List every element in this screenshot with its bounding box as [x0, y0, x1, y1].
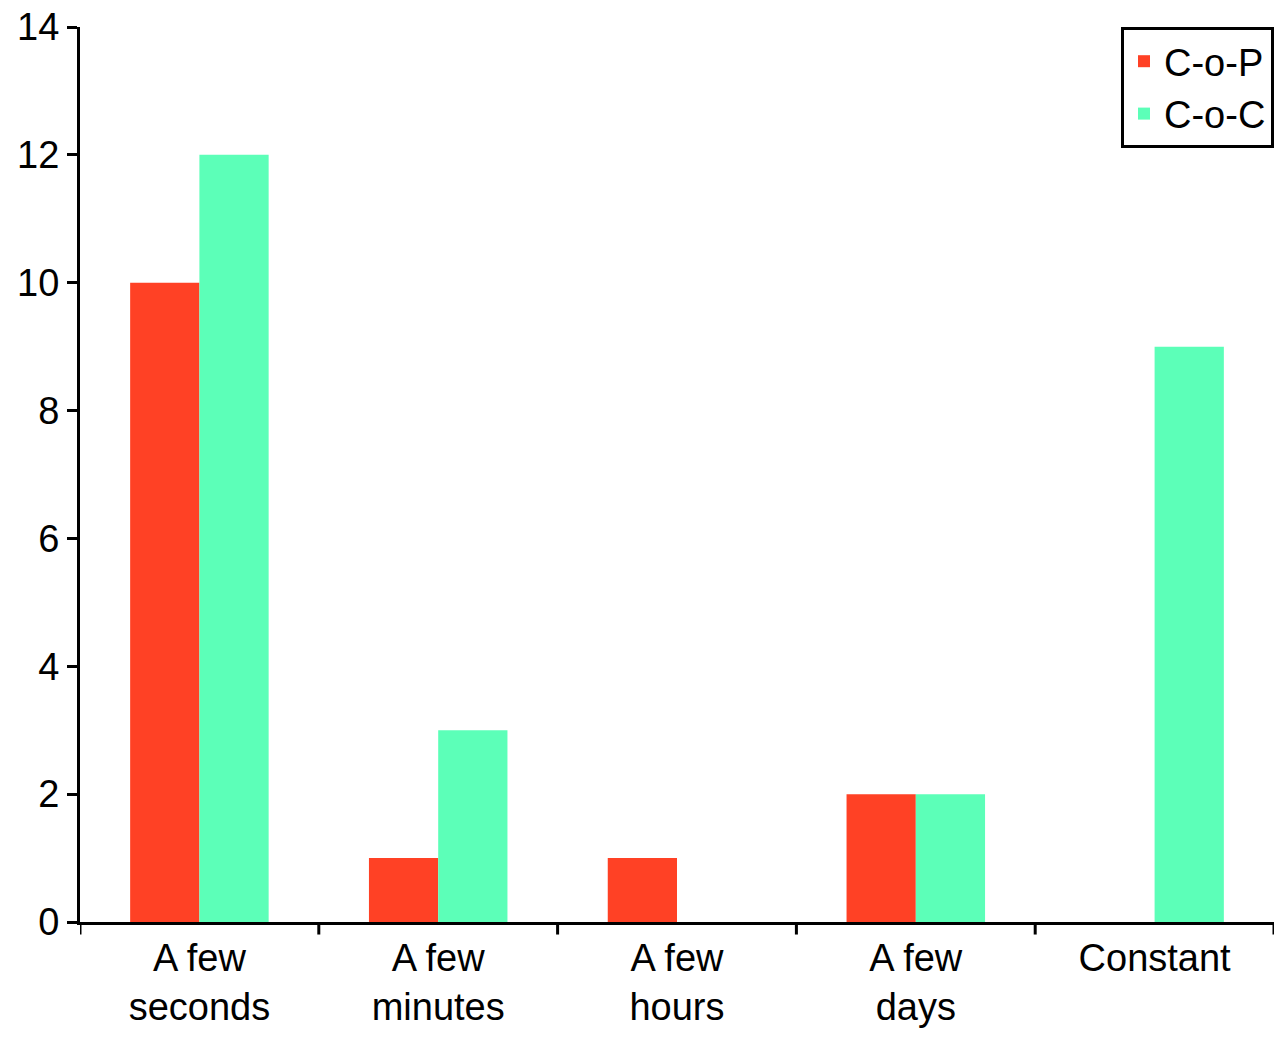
svg-text:8: 8 — [38, 390, 59, 432]
svg-text:12: 12 — [17, 134, 59, 176]
svg-text:A fewhours: A fewhours — [629, 937, 724, 1028]
svg-text:10: 10 — [17, 262, 59, 304]
svg-text:A fewdays: A fewdays — [869, 937, 962, 1028]
svg-text:6: 6 — [38, 518, 59, 560]
svg-text:4: 4 — [38, 646, 59, 688]
svg-text:14: 14 — [17, 6, 59, 48]
svg-text:A fewminutes: A fewminutes — [372, 937, 505, 1028]
svg-text:Constant: Constant — [1079, 937, 1232, 979]
svg-text:A fewseconds: A fewseconds — [129, 937, 271, 1028]
svg-text:2: 2 — [38, 773, 59, 815]
svg-text:0: 0 — [38, 901, 59, 943]
svg-text:C-o-P: C-o-P — [1164, 42, 1263, 84]
svg-text:C-o-C: C-o-C — [1164, 94, 1265, 136]
